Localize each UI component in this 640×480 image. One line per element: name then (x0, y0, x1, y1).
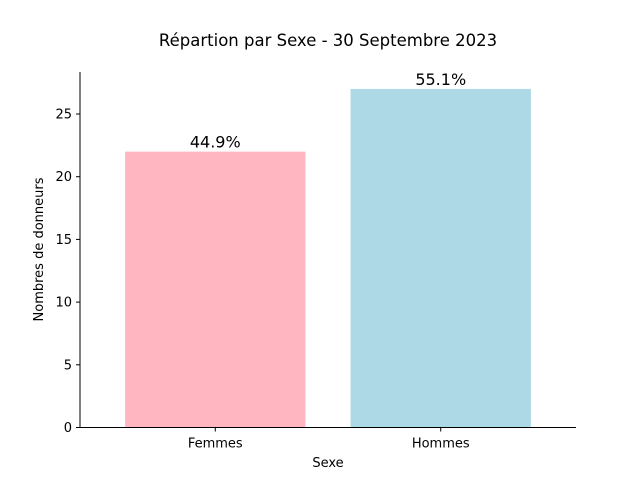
y-axis-ticks: 0 5 10 15 20 25 (55, 108, 80, 436)
x-axis-ticks: Femmes Hommes (188, 427, 470, 452)
bar-femmes (125, 151, 306, 428)
bars-group (125, 88, 531, 428)
data-label-hommes: 55.1% (415, 70, 466, 89)
x-axis-label: Sexe (312, 456, 343, 471)
y-tick-label-5: 5 (64, 358, 72, 373)
y-tick-label-0: 0 (64, 421, 72, 436)
x-tick-label-femmes: Femmes (188, 437, 243, 452)
x-tick-label-hommes: Hommes (412, 437, 470, 452)
bar-hommes (350, 88, 531, 428)
y-tick-label-15: 15 (55, 233, 72, 248)
y-tick-label-25: 25 (55, 108, 72, 123)
y-tick-label-10: 10 (55, 296, 72, 311)
data-label-femmes: 44.9% (190, 133, 241, 152)
y-tick-label-20: 20 (55, 170, 72, 185)
data-labels-group: 44.9% 55.1% (190, 70, 466, 152)
y-axis-label: Nombres de donneurs (32, 177, 47, 321)
chart-title: Répartion par Sexe - 30 Septembre 2023 (159, 31, 497, 50)
